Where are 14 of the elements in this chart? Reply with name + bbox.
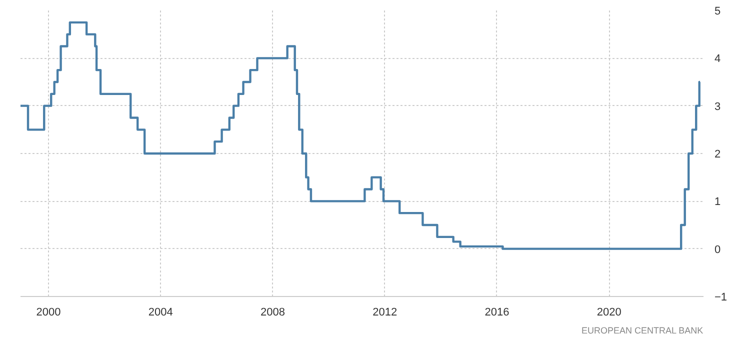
- y-tick-label: −1: [714, 292, 728, 304]
- y-tick-label: 3: [714, 100, 721, 113]
- y-tick-label: 0: [714, 244, 721, 256]
- x-tick-label: 2004: [148, 306, 173, 318]
- x-tick-label: 2012: [372, 306, 398, 318]
- y-tick-label: 4: [714, 53, 721, 66]
- text: EUROPEAN CENTRAL BANK: [581, 326, 704, 336]
- x-tick-label: 2020: [596, 306, 622, 318]
- y-tick-label: 5: [714, 6, 721, 18]
- y-tick-label: 1: [714, 196, 721, 208]
- x-tick-label: 2008: [260, 306, 285, 318]
- x-tick-label: 2000: [36, 306, 61, 318]
- y-tick-label: 2: [714, 148, 721, 160]
- x-tick-label: 2016: [484, 306, 510, 318]
